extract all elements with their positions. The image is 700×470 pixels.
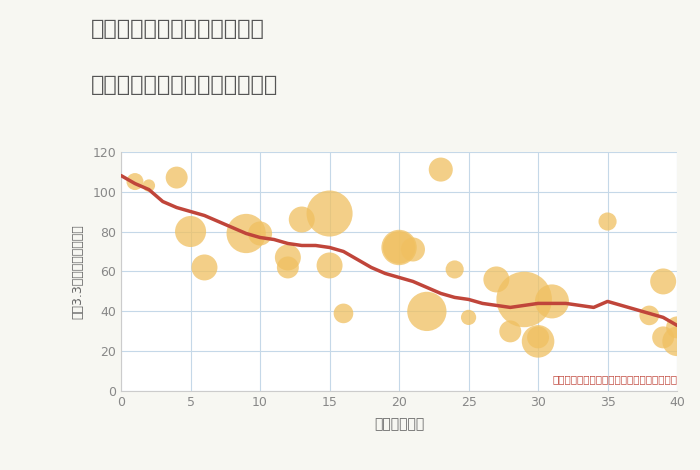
Point: [505, 328, 516, 335]
Point: [519, 296, 530, 303]
Point: [241, 230, 252, 237]
Point: [282, 254, 293, 261]
Point: [491, 276, 502, 283]
Point: [130, 178, 141, 185]
Point: [338, 310, 349, 317]
Point: [171, 174, 182, 181]
Point: [547, 298, 558, 305]
Point: [185, 228, 196, 235]
X-axis label: 築年数（年）: 築年数（年）: [374, 417, 424, 431]
Point: [435, 166, 447, 173]
Point: [296, 216, 307, 223]
Point: [533, 334, 544, 341]
Point: [533, 337, 544, 345]
Point: [602, 218, 613, 225]
Point: [671, 324, 682, 331]
Text: 築年数別中古マンション坪単価: 築年数別中古マンション坪単価: [91, 75, 279, 95]
Point: [671, 337, 682, 345]
Point: [407, 246, 419, 253]
Point: [657, 278, 668, 285]
Point: [255, 230, 266, 237]
Text: 円の大きさは、取引のあった物件面積を示す: 円の大きさは、取引のあった物件面積を示す: [552, 374, 677, 384]
Point: [421, 308, 433, 315]
Point: [657, 334, 668, 341]
Point: [199, 264, 210, 271]
Point: [144, 182, 155, 189]
Point: [324, 262, 335, 269]
Point: [644, 312, 655, 319]
Point: [282, 264, 293, 271]
Y-axis label: 坪（3.3㎡）単価（万円）: 坪（3.3㎡）単価（万円）: [71, 224, 84, 319]
Text: 愛知県名古屋市南区鳴尾町の: 愛知県名古屋市南区鳴尾町の: [91, 19, 265, 39]
Point: [324, 210, 335, 217]
Point: [449, 266, 461, 273]
Point: [463, 313, 474, 321]
Point: [393, 244, 405, 251]
Point: [393, 244, 405, 251]
